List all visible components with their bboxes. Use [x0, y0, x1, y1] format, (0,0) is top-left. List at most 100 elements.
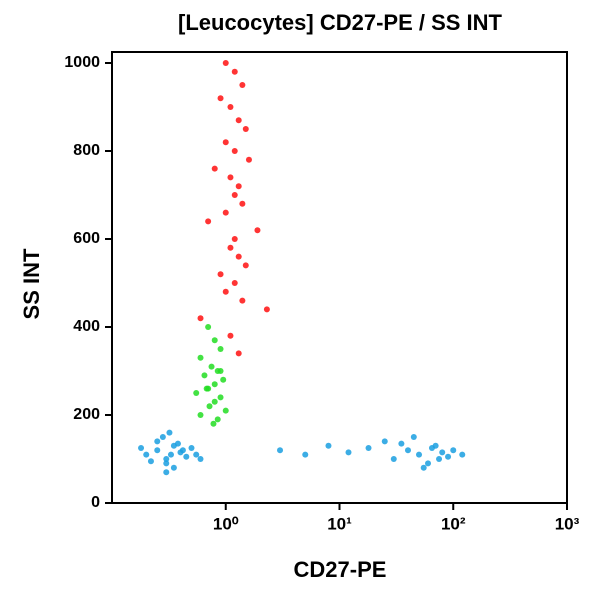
data-point: [211, 381, 218, 388]
data-point: [439, 449, 446, 456]
data-point: [239, 200, 246, 207]
data-point: [263, 306, 270, 313]
data-point: [197, 315, 204, 322]
data-point: [203, 385, 210, 392]
data-point: [197, 456, 204, 462]
data-point: [197, 354, 204, 361]
data-point: [188, 445, 195, 451]
data-point: [147, 458, 154, 465]
data-point: [398, 440, 405, 447]
plot-frame: [111, 51, 568, 504]
data-point: [302, 451, 309, 458]
data-point: [231, 280, 238, 286]
y-tick-label: 0: [91, 494, 100, 511]
data-point: [410, 434, 417, 440]
data-point: [231, 148, 238, 154]
y-tick-label: 600: [73, 230, 100, 247]
data-point: [211, 165, 218, 172]
x-tick-label: 10⁰: [213, 514, 239, 533]
chart-title: [Leucocytes] CD27-PE / SS INT: [178, 10, 503, 35]
data-point: [154, 447, 161, 454]
data-point: [217, 346, 224, 352]
data-point: [222, 407, 229, 414]
data-point: [166, 429, 173, 436]
data-point: [222, 60, 229, 66]
data-point: [205, 324, 212, 330]
data-point: [428, 445, 435, 451]
data-point: [325, 442, 332, 449]
data-point: [239, 297, 246, 304]
data-point: [208, 363, 215, 370]
data-point: [167, 451, 174, 458]
y-tick-label: 1000: [64, 54, 100, 71]
data-point: [211, 398, 218, 405]
data-point: [231, 192, 238, 198]
data-point: [222, 139, 229, 146]
data-point: [416, 451, 423, 458]
data-point: [365, 445, 372, 451]
x-axis-label: CD27-PE: [294, 557, 387, 582]
data-point: [231, 68, 238, 75]
data-point: [235, 117, 242, 124]
data-point: [345, 449, 352, 456]
x-tick-label: 10¹: [327, 514, 352, 533]
y-tick-label: 200: [73, 406, 100, 423]
data-point: [227, 174, 234, 181]
data-point: [138, 445, 145, 451]
data-point: [217, 271, 224, 278]
data-point: [235, 350, 242, 357]
data-point: [381, 438, 388, 445]
y-tick-label: 400: [73, 318, 100, 335]
data-point: [210, 420, 217, 427]
y-axis-label: SS INT: [19, 248, 44, 319]
data-point: [143, 451, 150, 458]
data-point: [163, 456, 170, 462]
x-tick-label: 10²: [441, 514, 466, 533]
data-point: [245, 156, 252, 163]
data-point: [277, 447, 284, 454]
data-point: [214, 416, 221, 423]
data-point: [163, 469, 170, 476]
data-point: [197, 412, 204, 418]
data-point: [239, 82, 246, 88]
data-point: [217, 95, 224, 102]
data-point: [205, 218, 212, 225]
data-point: [217, 394, 224, 401]
data-point: [459, 451, 466, 458]
data-point: [242, 126, 249, 132]
data-point: [436, 456, 443, 462]
data-point: [179, 447, 186, 454]
data-point: [425, 460, 432, 467]
data-point: [193, 451, 200, 458]
data-point: [445, 453, 452, 460]
data-point: [227, 104, 234, 110]
data-point: [222, 288, 229, 295]
data-point: [242, 262, 249, 269]
data-point: [222, 209, 229, 216]
data-point: [217, 368, 224, 374]
data-point: [420, 464, 427, 471]
data-point: [450, 447, 457, 454]
data-point: [254, 227, 261, 234]
data-point: [211, 337, 218, 344]
y-tick-label: 800: [73, 142, 100, 159]
data-point: [227, 244, 234, 251]
data-point: [227, 332, 234, 339]
data-point: [390, 456, 397, 462]
data-point: [404, 447, 411, 454]
x-tick-label: 10³: [555, 514, 580, 533]
data-point: [206, 403, 213, 410]
data-point: [220, 376, 227, 383]
data-point: [170, 464, 177, 471]
data-point: [183, 453, 190, 460]
data-point: [159, 434, 166, 440]
data-point: [201, 372, 208, 379]
data-point: [231, 236, 238, 242]
data-point: [174, 440, 181, 447]
data-point: [235, 253, 242, 260]
data-point: [154, 438, 161, 445]
data-point: [193, 390, 200, 396]
data-point: [163, 460, 170, 467]
